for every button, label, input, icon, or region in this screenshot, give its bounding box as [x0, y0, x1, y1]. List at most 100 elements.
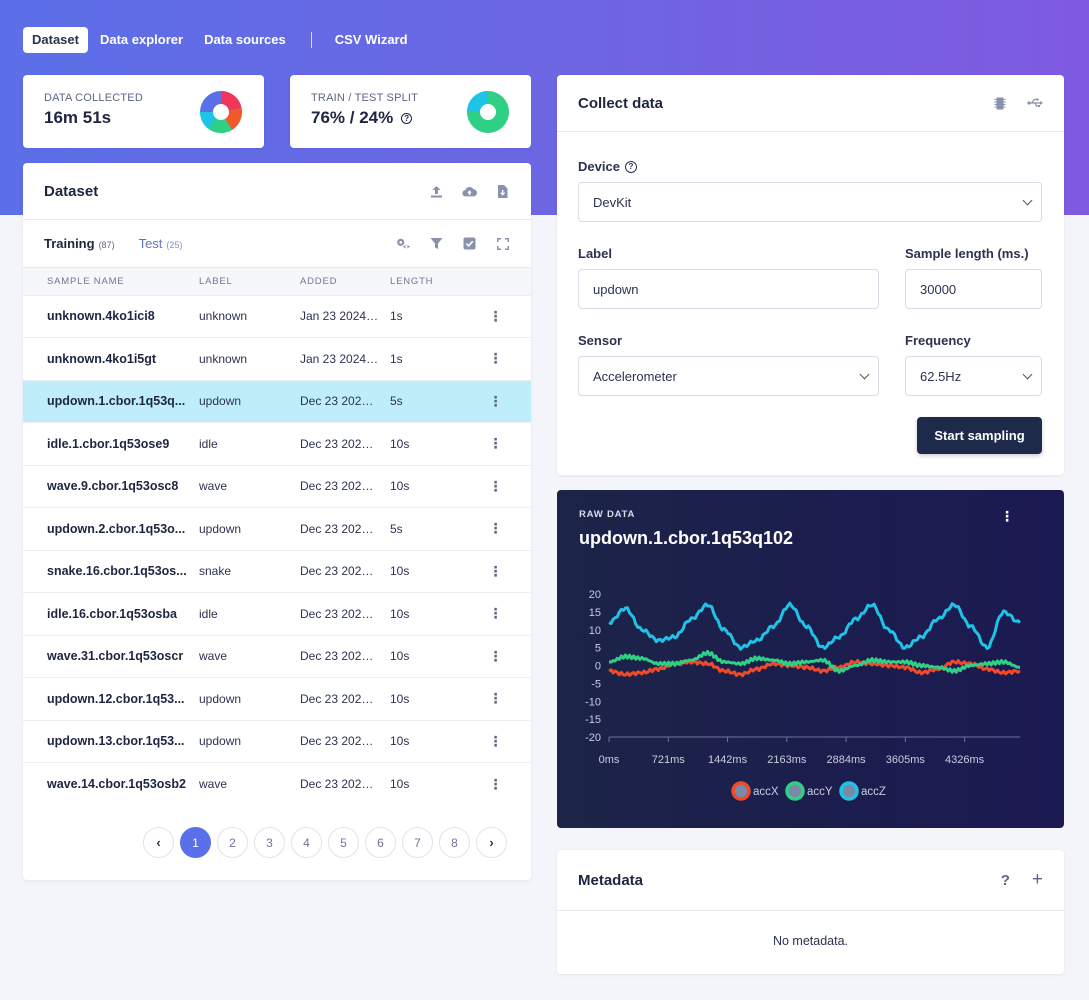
help-icon[interactable]: ?: [1000, 871, 1010, 889]
sample-added: Dec 23 2020, 1...: [300, 479, 390, 494]
sample-label: unknown: [199, 309, 248, 324]
tab-data-sources[interactable]: Data sources: [204, 32, 286, 47]
table-row[interactable]: idle.16.cbor.1q53osba idle Dec 23 2020, 1.…: [23, 592, 531, 636]
sample-length: 1s: [390, 309, 403, 324]
label-input[interactable]: updown: [578, 269, 879, 309]
row-menu-icon[interactable]: ⋮: [488, 775, 503, 792]
sample-length: 5s: [390, 521, 403, 536]
filter-icon[interactable]: [429, 236, 444, 251]
nav-divider: [310, 32, 312, 48]
tab-csv-wizard[interactable]: CSV Wizard: [334, 32, 408, 47]
tab-training[interactable]: Training (87): [44, 236, 115, 251]
table-row[interactable]: updown.2.cbor.1q53o... updown Dec 23 2020,…: [23, 507, 531, 551]
export-file-icon[interactable]: [495, 184, 510, 199]
sample-label: unknown: [199, 351, 248, 366]
table-row[interactable]: unknown.4ko1ici8 unknown Jan 23 2024, 1...…: [23, 295, 531, 338]
y-tick-label: -20: [585, 732, 601, 744]
more-options-icon[interactable]: ⋮: [1000, 508, 1014, 524]
add-icon[interactable]: +: [1031, 869, 1043, 890]
sensor-label: Sensor: [578, 333, 623, 348]
sample-name: updown.1.cbor.1q53q...: [47, 394, 186, 409]
legend-label: accX: [753, 786, 779, 798]
sample-name: idle.1.cbor.1q53ose9: [47, 436, 170, 451]
table-row[interactable]: wave.9.cbor.1q53osc8 wave Dec 23 2020, 1..…: [23, 465, 531, 508]
page-button[interactable]: 6: [365, 827, 396, 858]
tab-dataset[interactable]: Dataset: [23, 27, 88, 53]
row-menu-icon[interactable]: ⋮: [488, 435, 503, 452]
table-row[interactable]: updown.1.cbor.1q53q... updown Dec 23 2020,…: [23, 380, 531, 423]
table-row[interactable]: updown.13.cbor.1q53... updown Dec 23 2020,…: [23, 720, 531, 763]
settings-eye-icon[interactable]: [396, 236, 411, 251]
col-length[interactable]: LENGTH: [390, 275, 434, 287]
row-menu-icon[interactable]: ⋮: [488, 477, 503, 494]
sample-name: updown.2.cbor.1q53o...: [47, 521, 186, 536]
row-menu-icon[interactable]: ⋮: [488, 605, 503, 622]
legend-label: accZ: [861, 786, 886, 798]
sample-name: unknown.4ko1ici8: [47, 309, 155, 324]
next-page-button[interactable]: ›: [476, 827, 507, 858]
device-help-icon[interactable]: ?: [624, 160, 637, 173]
legend-marker: [731, 781, 751, 801]
usb-icon[interactable]: [1027, 96, 1043, 111]
row-menu-icon[interactable]: ⋮: [488, 732, 503, 749]
row-menu-icon[interactable]: ⋮: [488, 520, 503, 537]
start-sampling-button[interactable]: Start sampling: [917, 417, 1042, 454]
tab-test[interactable]: Test (25): [138, 236, 183, 251]
row-menu-icon[interactable]: ⋮: [488, 647, 503, 664]
dataset-card: Dataset Training (87) Test (25): [23, 163, 531, 880]
sample-added: Dec 23 2020, 1...: [300, 777, 390, 791]
dataset-title: Dataset: [44, 182, 99, 200]
train-test-split-label: TRAIN / TEST SPLIT: [311, 92, 419, 104]
col-added[interactable]: ADDED: [300, 275, 338, 287]
sample-length: 10s: [390, 649, 410, 664]
col-label[interactable]: LABEL: [199, 275, 233, 287]
sample-label: idle: [199, 436, 218, 451]
page-button[interactable]: 2: [217, 827, 248, 858]
data-collected-card: DATA COLLECTED 16m 51s: [23, 75, 264, 148]
x-tick-label: 4326ms: [945, 754, 985, 766]
prev-page-button[interactable]: ‹: [143, 827, 174, 858]
device-select[interactable]: DevKit: [578, 182, 1042, 222]
frequency-label: Frequency: [905, 333, 971, 348]
page-button[interactable]: 7: [402, 827, 433, 858]
page-button[interactable]: 8: [439, 827, 470, 858]
col-sample-name[interactable]: SAMPLE NAME: [47, 275, 125, 287]
sample-length: 10s: [390, 606, 410, 621]
help-icon[interactable]: ?: [401, 112, 413, 124]
table-row[interactable]: idle.1.cbor.1q53ose9 idle Dec 23 2020, 1..…: [23, 422, 531, 466]
select-checkbox-icon[interactable]: [462, 236, 477, 251]
sample-name: wave.14.cbor.1q53osb2: [47, 777, 186, 791]
table-row[interactable]: snake.16.cbor.1q53os... snake Dec 23 2020,…: [23, 550, 531, 593]
table-row[interactable]: wave.31.cbor.1q53oscr wave Dec 23 2020, 1.…: [23, 635, 531, 678]
page-button[interactable]: 3: [254, 827, 285, 858]
row-menu-icon[interactable]: ⋮: [488, 562, 503, 579]
upload-icon[interactable]: [429, 184, 444, 199]
page-button[interactable]: 5: [328, 827, 359, 858]
top-nav: Dataset Data explorer Data sources CSV W…: [23, 27, 420, 53]
table-row[interactable]: unknown.4ko1i5gt unknown Jan 23 2024, 1...…: [23, 337, 531, 381]
row-menu-icon[interactable]: ⋮: [488, 350, 503, 367]
row-menu-icon[interactable]: ⋮: [488, 307, 503, 324]
table-row[interactable]: wave.14.cbor.1q53osb2 wave Dec 23 2020, 1.…: [23, 762, 531, 806]
page-button[interactable]: 4: [291, 827, 322, 858]
sample-name: unknown.4ko1i5gt: [47, 351, 157, 366]
sample-label: updown: [199, 734, 242, 749]
sample-length-input[interactable]: 30000: [905, 269, 1042, 309]
expand-icon[interactable]: [495, 236, 510, 251]
frequency-select[interactable]: 62.5Hz: [905, 356, 1042, 396]
sample-added: Dec 23 2020, 1...: [300, 691, 390, 706]
chip-icon[interactable]: [992, 96, 1007, 111]
metadata-empty-text: No metadata.: [772, 934, 849, 948]
sensor-select[interactable]: Accelerometer: [578, 356, 879, 396]
sample-added: Dec 23 2020, 1...: [300, 521, 390, 536]
page-button[interactable]: 1: [180, 827, 211, 858]
cloud-upload-icon[interactable]: [462, 184, 477, 199]
y-tick-label: 20: [589, 589, 601, 601]
row-menu-icon[interactable]: ⋮: [488, 690, 503, 707]
sample-added: Jan 23 2024, 1...: [300, 309, 390, 324]
sample-name: idle.16.cbor.1q53osba: [47, 606, 177, 621]
row-menu-icon[interactable]: ⋮: [488, 392, 503, 409]
tab-data-explorer[interactable]: Data explorer: [99, 32, 184, 47]
table-row[interactable]: updown.12.cbor.1q53... updown Dec 23 2020,…: [23, 677, 531, 721]
y-tick-label: -10: [585, 696, 601, 708]
